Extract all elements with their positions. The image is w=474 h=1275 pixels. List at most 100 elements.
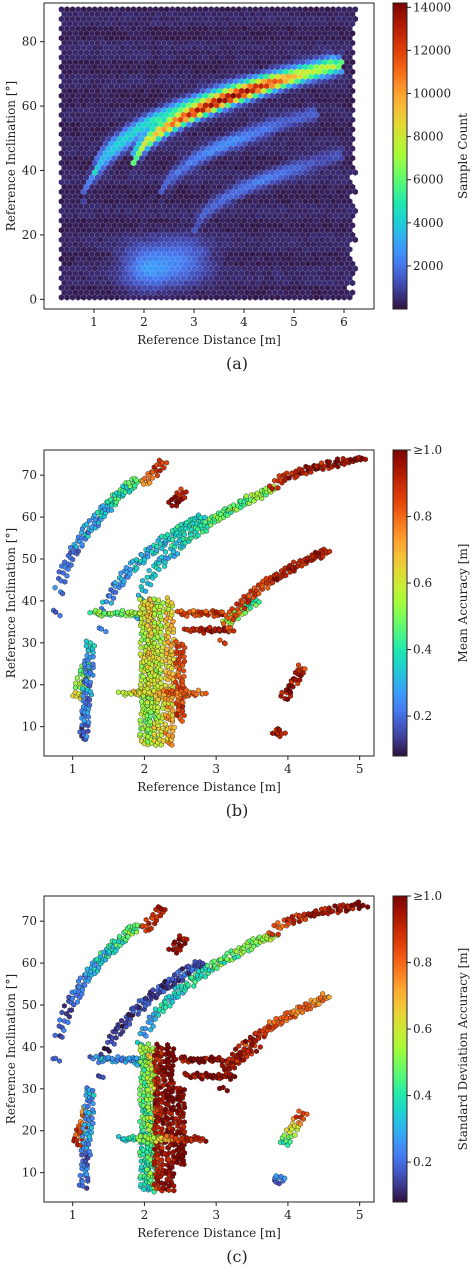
hexbin-cell: [103, 628, 109, 635]
hexbin-cell: [170, 707, 176, 714]
hexbin-cell: [263, 293, 270, 301]
colorbar-label: Sample Count: [456, 113, 470, 199]
hexbin-cell: [159, 652, 165, 659]
colorbar-tick-label: 0.8: [413, 510, 432, 524]
hexbin-cell: [208, 293, 215, 301]
hexbin-cell: [59, 1034, 65, 1041]
hexbin-cell: [86, 663, 91, 670]
x-axis-label: Reference Distance [m]: [137, 780, 281, 794]
hexbin-cell: [155, 648, 160, 655]
hexbin-cell: [291, 917, 297, 924]
hexbin-cell: [84, 677, 89, 684]
hexbin-cell: [99, 626, 104, 632]
hexbin-cell: [68, 562, 74, 568]
hexbin-cell: [282, 730, 288, 736]
hexbin-cell: [136, 293, 143, 301]
panel-caption: (a): [226, 354, 248, 373]
colorbar-tick-label: 14000: [413, 0, 451, 14]
hexbin-cell: [326, 459, 332, 465]
hexbin-cell: [163, 999, 169, 1006]
hexbin-cell: [181, 673, 187, 680]
hexbin-cell: [173, 679, 179, 686]
hexbin-cell: [134, 556, 139, 563]
y-tick-label: 40: [22, 594, 37, 608]
hexbin-cell: [152, 611, 157, 617]
hexbin-cell: [143, 995, 148, 1002]
hexbin-cell: [87, 669, 93, 676]
hexbin-cell: [275, 931, 281, 938]
hexbin-cell: [203, 608, 209, 615]
hexbin-cell: [296, 662, 301, 668]
hexbin-cell: [162, 721, 168, 728]
hexbin-cell: [113, 1034, 119, 1041]
hexbin-cell: [89, 524, 95, 530]
hexbin-cell: [121, 578, 127, 585]
hexbin-cell: [330, 293, 337, 301]
plot-area: [51, 454, 368, 749]
hexbin-cell: [138, 644, 144, 651]
hexbin-cell: [166, 634, 171, 640]
hexbin-cell: [224, 956, 230, 962]
hexbin-cell: [291, 293, 298, 301]
hexbin-cell: [160, 600, 166, 606]
hexbin-cell: [87, 702, 92, 708]
hexbin-cell: [169, 742, 175, 748]
hexbin-cell: [150, 992, 156, 998]
hexbin-cell: [180, 641, 186, 648]
hexbin-cell: [278, 476, 284, 483]
hexbin-cell: [155, 643, 161, 650]
hexbin-cell: [191, 293, 198, 301]
hexbin-cell: [258, 293, 264, 301]
y-tick-label: 30: [22, 636, 37, 650]
x-tick-label: 1: [90, 315, 98, 329]
hexbin-cell: [156, 1012, 161, 1018]
hexbin-cell: [80, 685, 86, 692]
hexbin-cell: [137, 717, 143, 724]
hexbin-cell: [79, 541, 85, 548]
x-tick-label: 2: [141, 762, 149, 776]
hexbin-cell: [169, 648, 174, 654]
colorbar-label: Mean Accuracy [m]: [456, 544, 470, 663]
hexbin-cell: [88, 640, 93, 646]
hexbin-cell: [319, 293, 325, 301]
hexbin-cell: [169, 608, 175, 615]
hexbin-cell: [346, 293, 353, 301]
hexbin-cell: [181, 610, 187, 617]
hexbin-cell: [313, 293, 320, 301]
hexbin-cell: [183, 489, 189, 495]
hexbin-cell: [188, 531, 194, 538]
hexbin-cell: [155, 634, 160, 640]
hexbin-cell: [108, 600, 114, 606]
hexbin-cell: [142, 732, 147, 739]
hexbin-cell: [269, 485, 275, 492]
hexbin-cell: [224, 950, 230, 957]
hexbin-cell: [123, 564, 129, 571]
hexbin-cell: [158, 613, 163, 620]
hexbin-cell: [156, 566, 162, 573]
hexbin-cell: [140, 673, 146, 680]
hexbin-cell: [136, 1004, 142, 1011]
hexbin-cell: [170, 733, 175, 740]
hexbin-cell: [112, 583, 118, 590]
hexbin-cell: [202, 519, 208, 525]
hexbin-cell: [108, 496, 114, 503]
hexbin-cell: [152, 293, 159, 301]
plot-area: [50, 899, 371, 1195]
hexbin-cell: [235, 293, 242, 301]
x-tick-label: 4: [240, 315, 248, 329]
hexbin-cell: [113, 293, 120, 301]
hexbin-cell: [242, 605, 248, 612]
hexbin-cell: [60, 590, 66, 597]
hexbin-cell: [175, 550, 180, 557]
hexbin-cell: [242, 610, 248, 616]
hexbin-cell: [52, 1032, 58, 1039]
hexbin-cell: [191, 607, 196, 614]
colorbar-tick-label: 4000: [413, 216, 444, 230]
hexbin-cell: [246, 293, 253, 301]
hexbin-cell: [236, 609, 242, 616]
panel-caption: (b): [226, 801, 249, 820]
colorbar-tick-label: 12000: [413, 43, 451, 57]
hexbin-cell: [195, 532, 201, 539]
